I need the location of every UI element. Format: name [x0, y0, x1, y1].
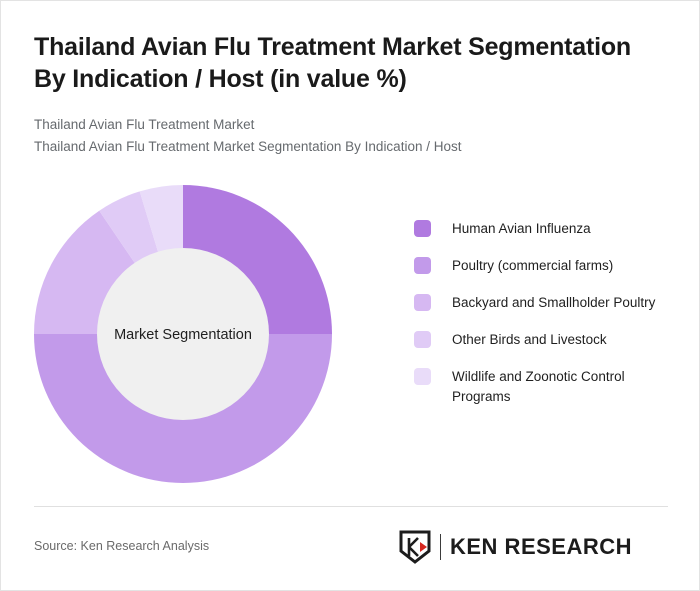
footer-divider: [34, 506, 668, 507]
chart-body: Market Segmentation Human Avian Influenz…: [1, 166, 699, 496]
legend-item[interactable]: Human Avian Influenza: [414, 219, 682, 239]
legend-item[interactable]: Other Birds and Livestock: [414, 330, 682, 350]
donut-svg: Market Segmentation: [34, 185, 332, 483]
legend-color-swatch: [414, 330, 431, 348]
page-title: Thailand Avian Flu Treatment Market Segm…: [34, 33, 631, 93]
subtitle-group: Thailand Avian Flu Treatment Market Thai…: [34, 114, 654, 158]
subtitle-segmentation: Thailand Avian Flu Treatment Market Segm…: [34, 138, 462, 154]
brand-wordmark: KEN RESEARCH: [450, 534, 632, 559]
header: Thailand Avian Flu Treatment Market Segm…: [34, 31, 654, 158]
brand-separator: [440, 534, 441, 560]
donut-hole: [97, 248, 269, 420]
legend-item-label: Human Avian Influenza: [452, 221, 591, 236]
legend-item-label: Backyard and Smallholder Poultry: [452, 294, 656, 310]
legend-item-label: Wildlife and Zoonotic Control Programs: [452, 368, 625, 404]
donut-chart: Market Segmentation: [34, 185, 332, 483]
legend-item[interactable]: Poultry (commercial farms): [414, 256, 682, 276]
legend-item-label: Other Birds and Livestock: [452, 331, 607, 347]
donut-center-label: Market Segmentation: [114, 327, 252, 343]
legend-item[interactable]: Backyard and Smallholder Poultry: [414, 293, 682, 313]
legend-color-swatch: [414, 256, 431, 274]
legend-color-swatch: [414, 220, 431, 237]
ken-research-shield-icon: [399, 530, 431, 564]
legend: Human Avian Influenza Poultry (commercial…: [414, 219, 682, 424]
footer: Source: Ken Research Analysis KEN RESEAR…: [1, 521, 699, 581]
source-note: Source: Ken Research Analysis: [34, 539, 210, 553]
legend-color-swatch: [414, 367, 431, 385]
legend-item[interactable]: Wildlife and Zoonotic Control Programs: [414, 367, 682, 407]
brand-logo: KEN RESEARCH: [398, 529, 670, 565]
legend-color-swatch: [414, 293, 431, 311]
legend-item-label: Poultry (commercial farms): [452, 257, 614, 273]
subtitle-market: Thailand Avian Flu Treatment Market: [34, 117, 255, 132]
brand-wordmark-label: KEN RESEARCH: [450, 534, 632, 559]
